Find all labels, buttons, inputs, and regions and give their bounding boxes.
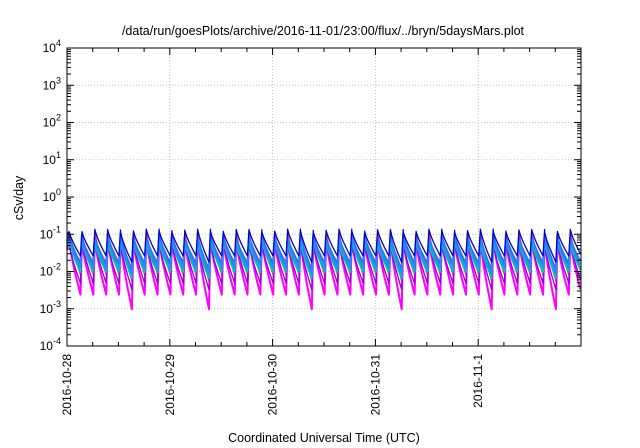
plot-frame [66, 47, 582, 347]
y-tick-label: 103 [43, 75, 61, 92]
x-tick-label: 2016-10-28 [60, 354, 74, 416]
y-tick-label: 10-1 [40, 224, 61, 241]
y-tick-label: 10-3 [40, 299, 61, 316]
x-tick-label: 2016-10-31 [368, 354, 382, 416]
x-tick-label: 2016-10-29 [163, 354, 177, 416]
data-series-line [66, 230, 581, 282]
data-series-line [66, 240, 581, 291]
y-tick-label: 10-4 [40, 336, 61, 353]
x-axis-label: Coordinated Universal Time (UTC) [228, 431, 420, 445]
y-axis-label: cSv/day [12, 175, 26, 220]
grid-lines [67, 48, 581, 346]
x-tick-label: 2016-11-1 [471, 354, 485, 408]
plot-series [65, 228, 582, 311]
y-tick-label: 104 [43, 38, 61, 55]
y-tick-label: 100 [43, 187, 61, 204]
y-tick-label: 10-2 [40, 262, 61, 279]
y-tick-label: 102 [43, 113, 61, 130]
data-series-line [66, 237, 581, 275]
x-axis-ticks: 2016-10-28 2016-10-29 2016-10-30 2016-10-31… [60, 48, 556, 416]
y-axis-ticks: 10-4 10-3 10-2 10-1 100 101 102 103 104 [40, 38, 581, 353]
data-series-line [66, 228, 581, 263]
chart-title: /data/run/goesPlots/archive/2016-11-01/2… [122, 24, 525, 38]
y-tick-label: 101 [43, 150, 61, 167]
x-tick-label: 2016-10-30 [266, 354, 280, 416]
